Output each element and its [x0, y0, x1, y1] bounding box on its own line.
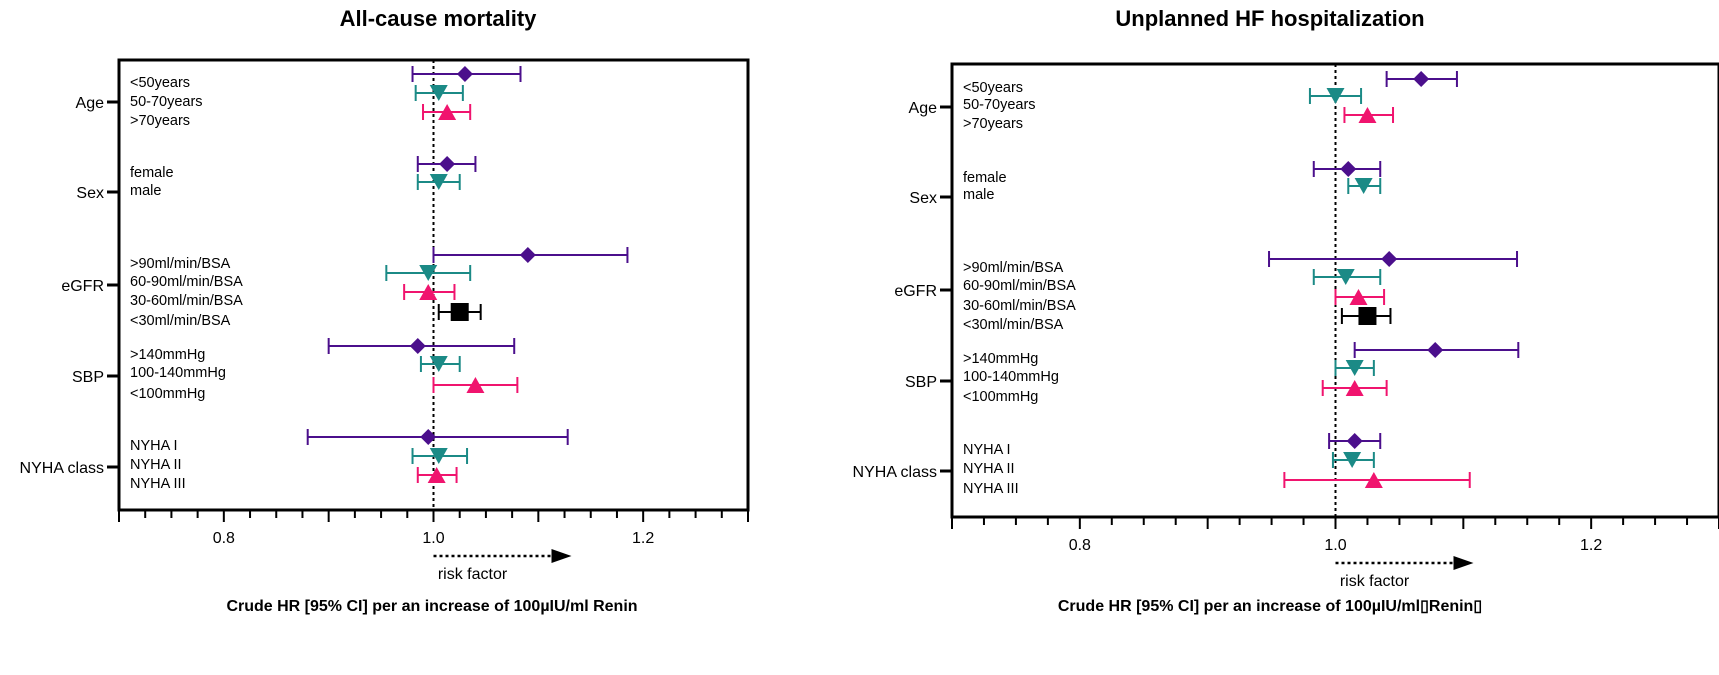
forest-panel-1: All-cause mortality 0.8 1.0 1.2 risk factor C… — [20, 6, 750, 615]
subgroup-label: <100mmHg — [963, 389, 1038, 405]
group-label: Age — [909, 100, 938, 117]
group-label: NYHA class — [853, 464, 937, 481]
subgroup-label: <30ml/min/BSA — [130, 313, 231, 329]
subgroup-label: male — [130, 183, 161, 199]
hr-point-marker — [1413, 71, 1430, 87]
subgroup-label: NYHA II — [963, 461, 1015, 477]
x-tick-label: 1.0 — [422, 530, 444, 547]
hr-point-marker — [1381, 251, 1398, 267]
risk-factor-label: risk factor — [1340, 573, 1410, 590]
hr-point-marker — [427, 467, 446, 483]
hr-point-marker — [429, 448, 448, 464]
hr-point-marker — [1427, 342, 1444, 358]
subgroup-label: NYHA III — [130, 476, 186, 492]
subgroup-label: <50years — [130, 75, 190, 91]
hr-point-marker — [1345, 380, 1364, 396]
x-tick-label: 1.2 — [1580, 537, 1602, 554]
group-label: eGFR — [894, 283, 937, 300]
x-tick-label: 1.2 — [632, 530, 654, 547]
hr-point-marker — [1354, 178, 1373, 194]
subgroup-label: NYHA I — [130, 438, 178, 454]
subgroup-label: female — [963, 170, 1007, 186]
x-tick-label: 1.0 — [1324, 537, 1346, 554]
risk-arrow-head — [1453, 556, 1474, 570]
x-axis-label: Crude HR [95% CI] per an increase of 100… — [1058, 598, 1482, 615]
x-tick-label: 0.8 — [213, 530, 235, 547]
hr-point-marker — [466, 377, 485, 393]
subgroup-label: NYHA I — [963, 442, 1011, 458]
subgroup-label: female — [130, 165, 174, 181]
x-tick-label: 0.8 — [1069, 537, 1091, 554]
hr-point-marker — [1326, 88, 1345, 104]
subgroup-label: 60-90ml/min/BSA — [963, 278, 1076, 294]
hr-point-marker — [1336, 269, 1355, 285]
group-label: Age — [76, 95, 105, 112]
subgroup-label: >140mmHg — [130, 347, 205, 363]
hr-point-marker — [420, 429, 437, 445]
subgroup-label: 50-70years — [963, 97, 1036, 113]
group-label: Sex — [909, 190, 937, 207]
subgroup-label: NYHA III — [963, 481, 1019, 497]
subgroup-label: 100-140mmHg — [130, 365, 226, 381]
hr-point-marker — [1364, 472, 1383, 488]
hr-point-marker — [429, 356, 448, 372]
subgroup-label: 30-60ml/min/BSA — [130, 293, 243, 309]
hr-point-marker — [429, 85, 448, 101]
hr-point-marker — [450, 303, 469, 321]
hr-point-marker — [419, 265, 438, 281]
group-label: SBP — [905, 374, 937, 391]
hr-point-marker — [429, 174, 448, 190]
forest-panel-2: Unplanned HF hospitalization 0.8 1.0 1.2 ris… — [853, 6, 1719, 615]
subgroup-label: >90ml/min/BSA — [963, 260, 1064, 276]
hr-point-marker — [1358, 107, 1377, 123]
subgroup-label: 100-140mmHg — [963, 369, 1059, 385]
hr-point-marker — [1346, 433, 1363, 449]
subgroup-label: 30-60ml/min/BSA — [963, 298, 1076, 314]
chart-title: All-cause mortality — [340, 6, 538, 31]
subgroup-label: >140mmHg — [963, 351, 1038, 367]
subgroup-label: >70years — [963, 116, 1023, 132]
hr-point-marker — [409, 338, 426, 354]
subgroup-label: <100mmHg — [130, 386, 205, 402]
x-axis-label: Crude HR [95% CI] per an increase of 100… — [226, 598, 637, 615]
hr-point-marker — [1349, 289, 1368, 305]
subgroup-label: NYHA II — [130, 457, 182, 473]
group-label: Sex — [76, 185, 104, 202]
hr-point-marker — [519, 247, 536, 263]
subgroup-label: >90ml/min/BSA — [130, 256, 231, 272]
subgroup-label: >70years — [130, 113, 190, 129]
risk-arrow-head — [551, 549, 572, 563]
hr-point-marker — [438, 104, 457, 120]
risk-factor-label: risk factor — [438, 566, 508, 583]
hr-point-marker — [1340, 161, 1357, 177]
group-label: eGFR — [61, 278, 104, 295]
hr-point-marker — [439, 156, 456, 172]
chart-title: Unplanned HF hospitalization — [1115, 6, 1424, 31]
group-label: SBP — [72, 369, 104, 386]
subgroup-label: male — [963, 187, 994, 203]
group-label: NYHA class — [20, 460, 104, 477]
subgroup-label: <50years — [963, 80, 1023, 96]
subgroup-label: 60-90ml/min/BSA — [130, 274, 243, 290]
hr-point-marker — [456, 66, 473, 82]
hr-point-marker — [1343, 452, 1362, 468]
subgroup-label: 50-70years — [130, 94, 203, 110]
subgroup-label: <30ml/min/BSA — [963, 317, 1064, 333]
hr-point-marker — [1345, 360, 1364, 376]
hr-point-marker — [1358, 307, 1377, 325]
hr-point-marker — [419, 284, 438, 300]
